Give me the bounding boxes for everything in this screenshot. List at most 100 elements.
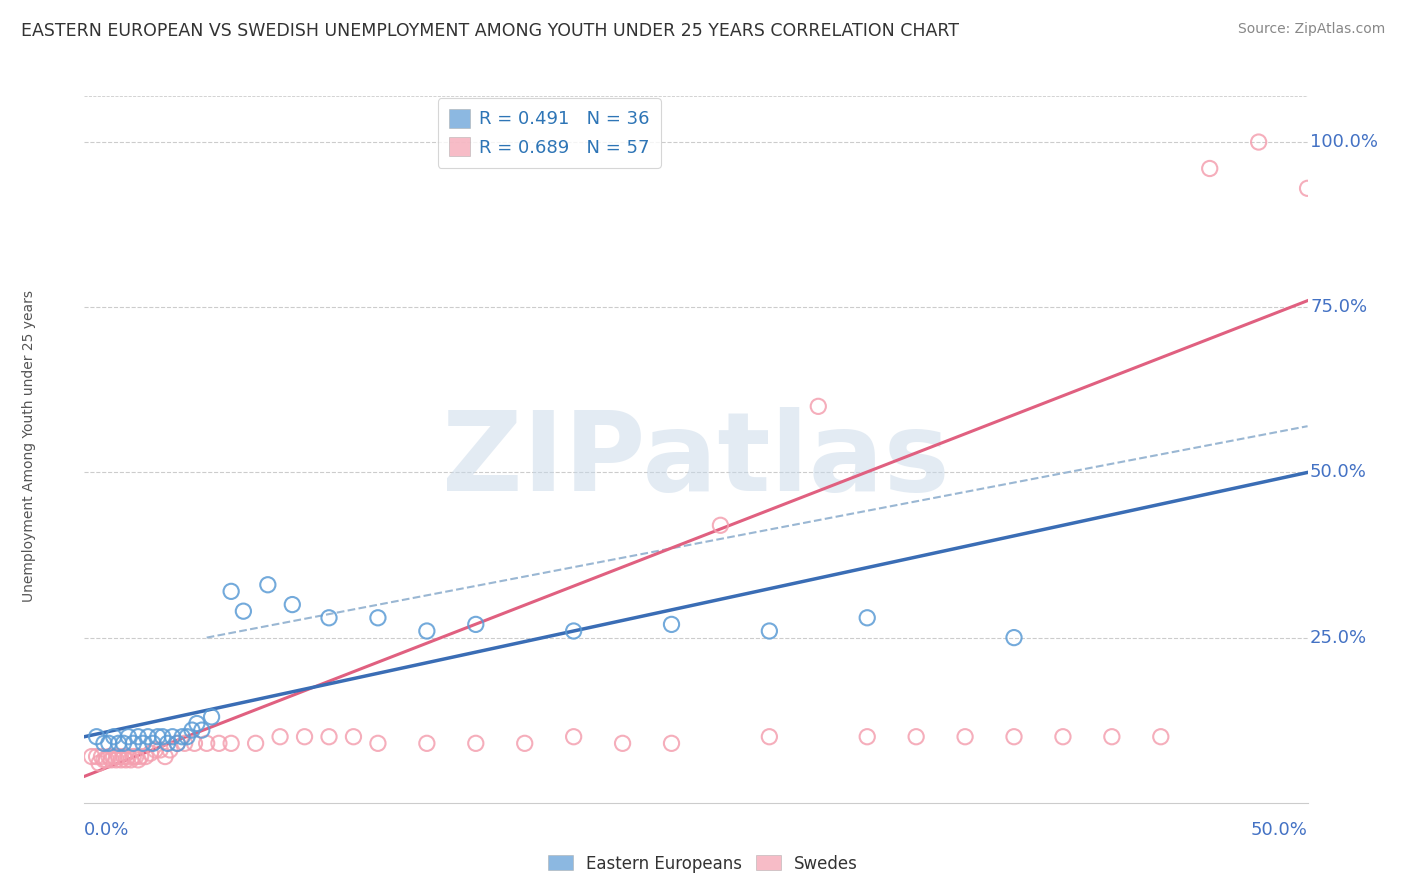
Point	[97, 736, 120, 750]
Point	[200, 710, 222, 724]
Point	[97, 749, 120, 764]
Point	[166, 736, 188, 750]
Point	[153, 749, 176, 764]
Point	[856, 730, 879, 744]
Point	[103, 730, 125, 744]
Point	[112, 749, 135, 764]
Point	[464, 617, 486, 632]
Point	[135, 749, 157, 764]
Point	[90, 749, 112, 764]
Point	[1002, 730, 1025, 744]
Point	[219, 584, 242, 599]
Point	[416, 736, 439, 750]
Point	[464, 736, 486, 750]
Point	[269, 730, 291, 744]
Point	[117, 730, 139, 744]
Point	[661, 617, 683, 632]
Point	[281, 598, 304, 612]
Text: 50.0%: 50.0%	[1310, 464, 1367, 482]
Point	[905, 730, 928, 744]
Point	[612, 736, 634, 750]
Point	[143, 743, 166, 757]
Point	[142, 736, 165, 750]
Text: EASTERN EUROPEAN VS SWEDISH UNEMPLOYMENT AMONG YOUTH UNDER 25 YEARS CORRELATION : EASTERN EUROPEAN VS SWEDISH UNEMPLOYMENT…	[21, 22, 959, 40]
Text: Source: ZipAtlas.com: Source: ZipAtlas.com	[1237, 22, 1385, 37]
Point	[86, 730, 108, 744]
Point	[709, 518, 731, 533]
Point	[807, 400, 830, 414]
Point	[245, 736, 267, 750]
Point	[166, 736, 188, 750]
Point	[562, 730, 585, 744]
Point	[172, 730, 194, 744]
Point	[416, 624, 439, 638]
Point	[257, 578, 280, 592]
Point	[562, 624, 585, 638]
Text: 50.0%: 50.0%	[1251, 821, 1308, 838]
Point	[1198, 161, 1220, 176]
Text: Unemployment Among Youth under 25 years: Unemployment Among Youth under 25 years	[22, 290, 37, 602]
Point	[115, 753, 138, 767]
Point	[758, 730, 780, 744]
Point	[513, 736, 536, 750]
Point	[1296, 181, 1319, 195]
Point	[181, 723, 204, 738]
Point	[132, 736, 155, 750]
Point	[1247, 135, 1270, 149]
Point	[86, 749, 108, 764]
Point	[758, 624, 780, 638]
Point	[1150, 730, 1173, 744]
Point	[856, 611, 879, 625]
Point	[122, 736, 145, 750]
Point	[1002, 631, 1025, 645]
Point	[80, 749, 103, 764]
Point	[219, 736, 242, 750]
Point	[1052, 730, 1074, 744]
Point	[156, 736, 179, 750]
Point	[149, 743, 172, 757]
Point	[162, 730, 184, 744]
Point	[342, 730, 364, 744]
Point	[661, 736, 683, 750]
Text: 100.0%: 100.0%	[1310, 133, 1378, 151]
Point	[1101, 730, 1123, 744]
Text: 25.0%: 25.0%	[1310, 629, 1367, 647]
Point	[367, 611, 389, 625]
Point	[112, 736, 135, 750]
Point	[125, 749, 148, 764]
Point	[183, 736, 205, 750]
Point	[139, 746, 162, 760]
Point	[100, 753, 122, 767]
Point	[294, 730, 316, 744]
Point	[129, 749, 152, 764]
Point	[152, 730, 174, 744]
Point	[93, 736, 115, 750]
Point	[232, 604, 254, 618]
Text: 75.0%: 75.0%	[1310, 298, 1367, 317]
Point	[186, 716, 208, 731]
Text: 0.0%: 0.0%	[84, 821, 129, 838]
Point	[127, 730, 149, 744]
Point	[195, 736, 218, 750]
Point	[107, 736, 129, 750]
Legend: R = 0.491   N = 36, R = 0.689   N = 57: R = 0.491 N = 36, R = 0.689 N = 57	[437, 98, 661, 168]
Point	[122, 749, 145, 764]
Point	[117, 749, 139, 764]
Point	[191, 723, 214, 738]
Point	[173, 736, 195, 750]
Point	[208, 736, 231, 750]
Point	[318, 730, 340, 744]
Point	[96, 753, 118, 767]
Point	[120, 753, 142, 767]
Point	[367, 736, 389, 750]
Point	[87, 756, 110, 771]
Text: ZIPatlas: ZIPatlas	[441, 407, 950, 514]
Point	[110, 753, 132, 767]
Point	[107, 749, 129, 764]
Point	[146, 730, 169, 744]
Point	[159, 743, 181, 757]
Point	[105, 753, 128, 767]
Point	[127, 753, 149, 767]
Legend: Eastern Europeans, Swedes: Eastern Europeans, Swedes	[541, 848, 865, 880]
Point	[103, 749, 125, 764]
